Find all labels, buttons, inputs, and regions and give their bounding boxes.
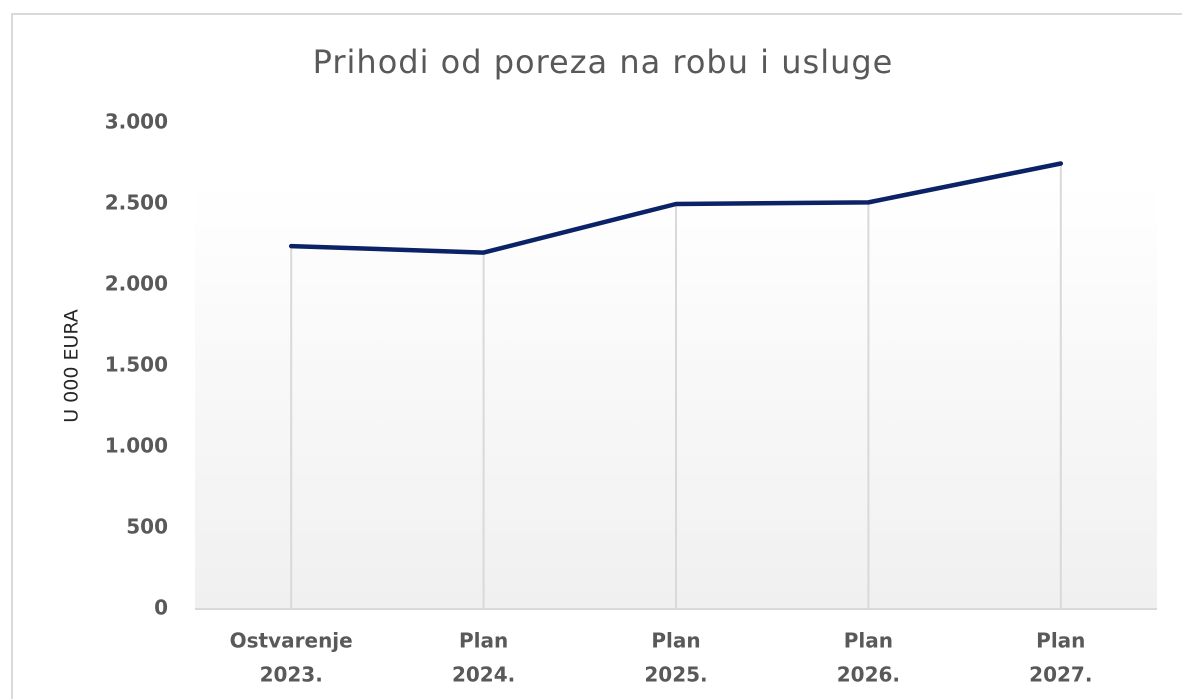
x-tick-label: Plan <box>1036 629 1085 653</box>
y-tick-label: 2.500 <box>105 191 168 215</box>
chart-title: Prihodi od poreza na robu i usluge <box>313 43 894 81</box>
x-tick-label: 2023. <box>260 663 323 687</box>
x-tick-label: Plan <box>459 629 508 653</box>
y-tick-label: 1.000 <box>105 434 168 458</box>
y-tick-label: 500 <box>126 515 168 539</box>
y-tick-label: 0 <box>154 596 168 620</box>
x-tick-label: Plan <box>651 629 700 653</box>
x-tick-label: 2026. <box>837 663 900 687</box>
x-tick-label: Plan <box>844 629 893 653</box>
y-tick-label: 2.000 <box>105 272 168 296</box>
x-tick-label: 2025. <box>644 663 707 687</box>
x-tick-label: 2027. <box>1029 663 1092 687</box>
y-axis-label: U 000 EURA <box>61 309 83 423</box>
line-series <box>288 161 1064 255</box>
y-tick-label: 1.500 <box>105 353 168 377</box>
y-tick-label: 3.000 <box>105 110 168 134</box>
x-tick-label: Ostvarenje <box>230 629 353 653</box>
x-tick-label: 2024. <box>452 663 515 687</box>
